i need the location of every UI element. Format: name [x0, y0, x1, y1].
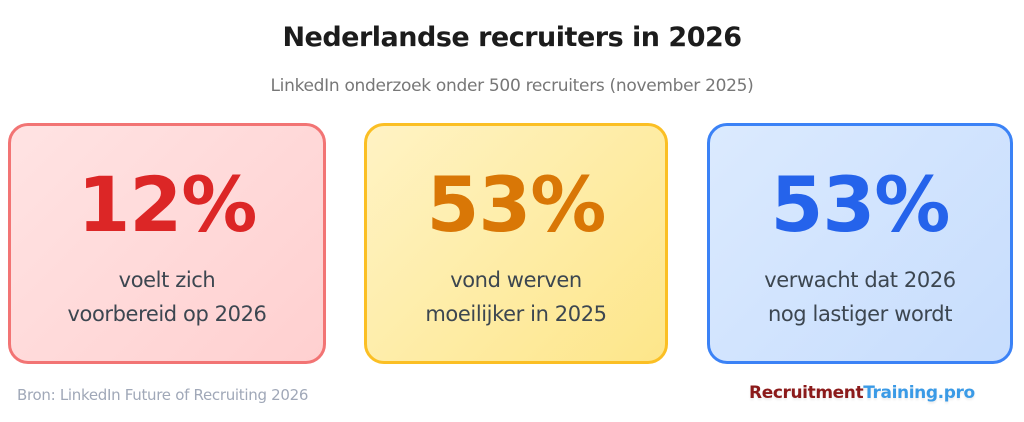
page-title: Nederlandse recruiters in 2026 [282, 22, 742, 53]
stat-description: voelt zich voorbereid op 2026 [11, 263, 323, 331]
stat-value: 53% [770, 160, 951, 249]
stat-value: 53% [426, 160, 607, 249]
stat-card-harder-2025: 53% vond werven moeilijker in 2025 [364, 123, 668, 364]
page-subtitle: LinkedIn onderzoek onder 500 recruiters … [270, 76, 754, 96]
stat-description-line2: moeilijker in 2025 [425, 302, 607, 326]
stat-description-line2: nog lastiger wordt [767, 302, 953, 326]
stat-description-line1: voelt zich [118, 268, 216, 292]
brand-logo: RecruitmentTraining.pro [749, 383, 975, 403]
stat-description: verwacht dat 2026 nog lastiger wordt [710, 263, 1010, 331]
stat-description-line1: verwacht dat 2026 [764, 268, 956, 292]
stat-card-harder-2026: 53% verwacht dat 2026 nog lastiger wordt [707, 123, 1013, 364]
logo-text-recruitment: Recruitment [749, 383, 864, 403]
stat-description-line1: vond werven [450, 268, 582, 292]
stat-card-prepared: 12% voelt zich voorbereid op 2026 [8, 123, 326, 364]
logo-text-training-pro: Training.pro [863, 383, 975, 403]
source-citation: Bron: LinkedIn Future of Recruiting 2026 [17, 386, 309, 404]
stat-description: vond werven moeilijker in 2025 [367, 263, 665, 331]
stat-value: 12% [77, 160, 258, 249]
stat-description-line2: voorbereid op 2026 [67, 302, 267, 326]
